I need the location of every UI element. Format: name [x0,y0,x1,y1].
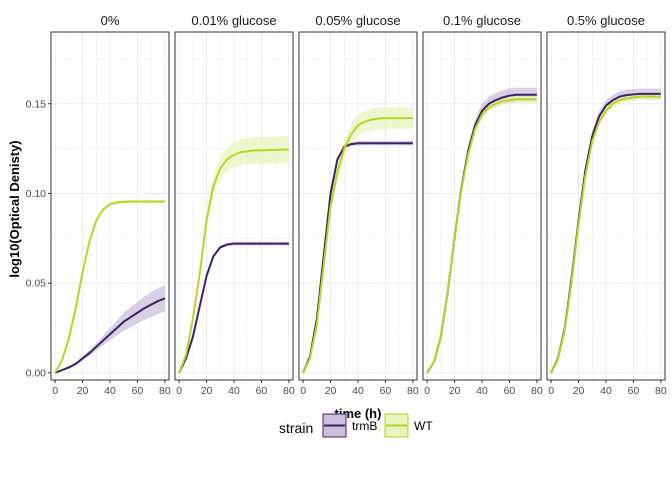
x-tick-label: 40 [352,385,364,397]
x-tick-label: 20 [573,385,585,397]
y-tick-label: 0.15 [26,98,47,110]
x-tick-label: 60 [256,385,268,397]
x-tick-label: 40 [104,385,116,397]
x-tick-label: 60 [132,385,144,397]
series-line-wt [178,148,289,374]
x-tick-label: 80 [283,385,295,397]
y-axis-title: log10(Optical Denisty) [7,140,22,277]
x-tick-label: 0 [52,385,58,397]
facet-panel-3: 0.1% glucose 0 20 40 60 80 [422,13,543,397]
legend-key-wt: WT [384,413,433,438]
series-line-trmb [54,297,166,374]
facet-title: 0.01% glucose [191,13,276,28]
series-line-trmb [178,242,289,374]
confidence-band-wt [179,136,289,373]
x-tick-label: 60 [380,385,392,397]
x-tick-label: 0 [176,385,182,397]
x-tick-label: 40 [228,385,240,397]
x-tick-label: 80 [531,385,543,397]
grid [547,32,665,380]
x-tick-label: 0 [424,385,430,397]
series-line-wt [302,117,413,374]
facet-title: 0% [101,13,120,28]
facet-panel-4: 0.5% glucose 0 20 40 60 80 [546,13,667,397]
x-tick-label: 0 [548,385,554,397]
grid [423,32,541,380]
y-tick-label: 0.10 [26,188,47,200]
facet-panel-2: 0.05% glucose 0 20 40 60 80 [298,13,419,397]
series-line-wt [550,95,661,374]
x-tick-label: 20 [325,385,337,397]
y-axis: 0.00 0.05 0.10 0.15 [26,98,51,379]
facet-title: 0.5% glucose [567,13,645,28]
legend: strain trmB WT [279,413,433,438]
legend-label: WT [414,419,433,433]
x-tick-label: 0 [300,385,306,397]
x-tick-label: 20 [77,385,89,397]
y-tick-label: 0.00 [26,367,47,379]
facet-title: 0.05% glucose [315,13,400,28]
y-tick-label: 0.05 [26,278,47,290]
confidence-band-trmb [55,284,165,373]
x-tick-label: 80 [407,385,419,397]
x-tick-label: 60 [628,385,640,397]
legend-label: trmB [352,419,377,433]
x-tick-label: 40 [600,385,612,397]
legend-title: strain [279,420,313,436]
facet-panel-0: 0% 0 20 40 60 80 [50,13,171,397]
x-tick-label: 60 [504,385,516,397]
x-tick-label: 80 [655,385,667,397]
facet-panel-1: 0.01% glucose 0 20 40 60 80 [174,13,295,397]
facet-title: 0.1% glucose [443,13,521,28]
grid [175,32,293,380]
x-tick-label: 40 [476,385,488,397]
x-tick-label: 80 [159,385,171,397]
series-line-wt [54,200,165,374]
grid [299,32,417,380]
legend-key-trmb: trmB [322,413,377,438]
x-tick-label: 20 [201,385,213,397]
x-tick-label: 20 [449,385,461,397]
series-line-wt [426,98,537,374]
